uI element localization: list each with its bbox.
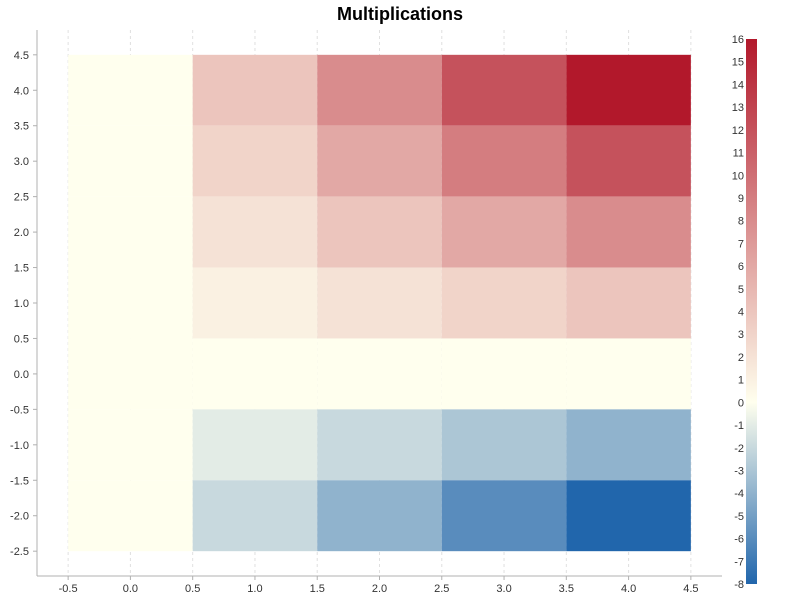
colorbar-tick-label: -2	[734, 443, 744, 455]
heatmap-cell	[68, 125, 193, 197]
colorbar-tick-label: 13	[732, 102, 744, 114]
y-tick-label: 0.5	[14, 333, 29, 345]
x-tick-label: -0.5	[59, 583, 78, 595]
y-axis-ticks: 4.5 4.0 3.5 3.0 2.5 2.0 1.5 1.0 0.5 0.0 -0.5 -1.0 -1…	[10, 50, 37, 558]
heatmap-cell	[192, 267, 318, 339]
colorbar-tick-label: 14	[732, 79, 744, 91]
y-tick-label: 1.0	[14, 298, 29, 310]
heatmap-cell	[68, 409, 193, 481]
y-tick-label: -0.5	[10, 404, 29, 416]
heatmap-cell	[317, 409, 442, 481]
heatmap-cell	[192, 125, 318, 197]
x-tick-label: 3.5	[559, 583, 574, 595]
heatmap-cell	[192, 409, 318, 481]
colorbar-tick-label: 7	[738, 238, 744, 250]
y-tick-label: 0.0	[14, 369, 29, 381]
y-tick-label: 2.0	[14, 227, 29, 239]
heatmap-cell	[441, 338, 567, 410]
x-tick-label: 0.5	[185, 583, 200, 595]
heatmap-cell	[192, 196, 318, 268]
colorbar-tick-label: -6	[734, 534, 744, 546]
colorbar-tick-label: 0	[738, 397, 744, 409]
colorbar-tick-label: -3	[734, 465, 744, 477]
colorbar-tick-label: -4	[734, 488, 744, 500]
colorbar-tick-label: 11	[733, 148, 744, 160]
colorbar-tick-label: 10	[732, 170, 744, 182]
y-tick-label: 3.0	[14, 156, 29, 168]
x-tick-label: 1.5	[310, 583, 325, 595]
x-tick-label: 4.0	[621, 583, 636, 595]
heatmap-cell	[566, 125, 691, 197]
y-tick-label: 3.5	[14, 121, 29, 133]
colorbar-tick-label: 3	[738, 329, 744, 341]
colorbar-tick-label: 16	[732, 34, 744, 46]
heatmap-cell	[317, 54, 442, 126]
x-tick-label: 2.5	[434, 583, 449, 595]
y-tick-label: -2.0	[10, 511, 29, 523]
heatmap-cell	[441, 125, 567, 197]
heatmap-cell	[566, 267, 691, 339]
colorbar-gradient	[746, 39, 757, 584]
heatmap-cell	[566, 54, 691, 126]
heatmap-cell	[68, 267, 193, 339]
y-tick-label: -1.5	[10, 475, 29, 487]
colorbar-tick-label: 2	[738, 352, 744, 364]
heatmap-cell	[317, 480, 442, 552]
y-tick-label: 1.5	[14, 263, 29, 275]
heatmap-cells	[68, 54, 691, 552]
heatmap-cell	[68, 196, 193, 268]
x-tick-label: 2.0	[372, 583, 387, 595]
heatmap-cell	[566, 409, 691, 481]
heatmap-cell	[317, 196, 442, 268]
heatmap-cell	[68, 338, 193, 410]
colorbar-tick-label: -8	[734, 579, 744, 591]
y-tick-label: -2.5	[10, 546, 29, 558]
colorbar-tick-label: 8	[738, 216, 744, 228]
heatmap-cell	[566, 196, 691, 268]
y-tick-label: 2.5	[14, 192, 29, 204]
colorbar-tick-label: 12	[732, 125, 744, 137]
x-tick-label: 3.0	[496, 583, 511, 595]
heatmap-cell	[441, 54, 567, 126]
heatmap-cell	[317, 267, 442, 339]
heatmap-cell	[192, 338, 318, 410]
heatmap-cell	[68, 54, 193, 126]
y-tick-label: -1.0	[10, 440, 29, 452]
y-tick-label: 4.5	[14, 50, 29, 62]
y-tick-label: 4.0	[14, 85, 29, 97]
heatmap-cell	[192, 480, 318, 552]
colorbar-tick-label: -1	[734, 420, 744, 432]
colorbar-tick-label: 4	[738, 307, 744, 319]
colorbar-tick-label: -7	[734, 556, 744, 568]
colorbar-tick-label: 9	[738, 193, 744, 205]
chart-title: Multiplications	[337, 4, 463, 24]
colorbar-tick-label: -5	[734, 511, 744, 523]
heatmap-cell	[68, 480, 193, 552]
x-tick-label: 0.0	[123, 583, 138, 595]
x-tick-label: 1.0	[247, 583, 262, 595]
heatmap-cell	[441, 480, 567, 552]
heatmap-cell	[441, 409, 567, 481]
heatmap-cell	[192, 54, 318, 126]
colorbar-tick-label: 15	[732, 57, 744, 69]
colorbar-tick-label: 6	[738, 261, 744, 273]
x-axis-ticks: -0.5 0.0 0.5 1.0 1.5 2.0 2.5 3.0 3.5 4.0 4.5	[59, 576, 699, 595]
colorbar-tick-label: 1	[738, 375, 744, 387]
heatmap-cell	[317, 125, 442, 197]
heatmap-cell	[566, 480, 691, 552]
heatmap-cell	[317, 338, 442, 410]
heatmap-cell	[566, 338, 691, 410]
heatmap-cell	[441, 196, 567, 268]
colorbar-tick-label: 5	[738, 284, 744, 296]
x-tick-label: 4.5	[683, 583, 698, 595]
heatmap-cell	[441, 267, 567, 339]
